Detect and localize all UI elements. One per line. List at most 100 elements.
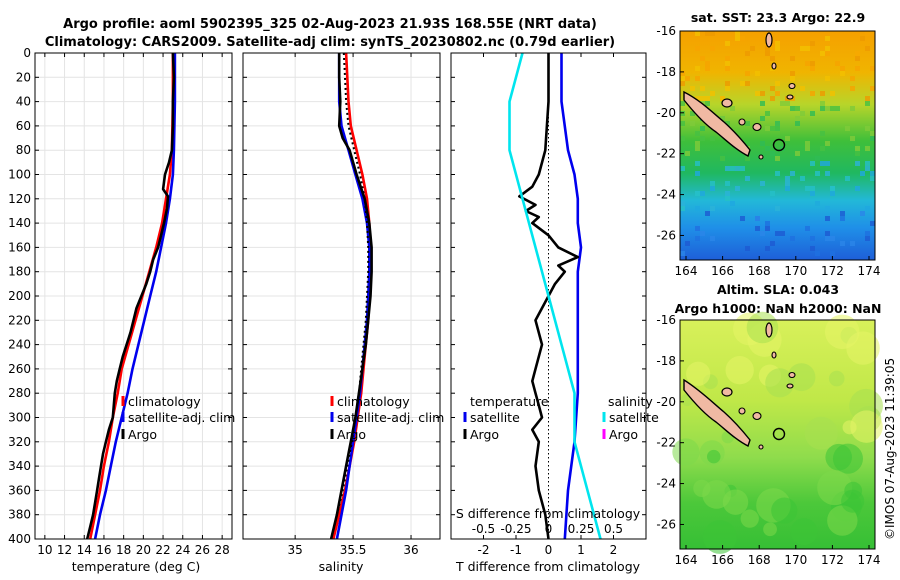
sst-pixel	[700, 126, 705, 131]
sst-pixel	[765, 111, 770, 116]
sst-pixel	[770, 41, 775, 46]
latitude-tick-label: -24	[656, 188, 676, 202]
sla-blob	[771, 497, 798, 524]
sst-pixel	[870, 86, 875, 91]
sst-pixel	[680, 136, 685, 141]
sst-pixel	[695, 141, 700, 146]
sst-pixel	[855, 151, 860, 156]
sla-blob	[765, 368, 795, 398]
sla-blob	[828, 370, 845, 387]
sst-pixel	[865, 146, 870, 151]
sst-pixel	[865, 161, 870, 166]
x-tick-label: 0	[545, 543, 553, 557]
longitude-tick-label: 164	[675, 264, 698, 278]
sst-pixel	[710, 91, 715, 96]
s-tick-label: 0	[545, 522, 553, 536]
island-outline	[721, 98, 733, 108]
latitude-tick-label: -26	[656, 228, 676, 242]
longitude-tick-label: 166	[711, 553, 734, 567]
sst-pixel	[865, 96, 870, 101]
sst-pixel	[710, 31, 715, 36]
sst-pixel	[770, 151, 775, 156]
longitude-tick-label: 174	[858, 264, 881, 278]
sst-pixel	[840, 66, 845, 71]
sst-pixel	[775, 121, 780, 126]
sst-pixel	[790, 56, 795, 61]
sst-pixel	[695, 131, 700, 136]
sst-pixel	[725, 86, 730, 91]
sst-pixel	[680, 206, 685, 211]
sst-pixel	[760, 91, 765, 96]
sst-pixel	[725, 56, 730, 61]
depth-tick-label: 260	[8, 362, 31, 376]
sst-pixel	[710, 236, 715, 241]
sst-pixel	[695, 46, 700, 51]
title-line-2: Climatology: CARS2009. Satellite-adj cli…	[45, 35, 615, 50]
latitude-tick-label: -20	[656, 395, 676, 409]
sst-pixel	[790, 236, 795, 241]
sla-map-frame	[679, 319, 876, 550]
sst-pixel	[870, 221, 875, 226]
plot-frame	[34, 52, 233, 540]
sst-pixel	[770, 241, 775, 246]
sst-pixel	[775, 171, 780, 176]
sst-pixel	[805, 186, 810, 191]
longitude-tick-label: 170	[784, 264, 807, 278]
sst-pixel	[720, 156, 725, 161]
sst-pixel	[825, 236, 830, 241]
sst-pixel	[775, 46, 780, 51]
sst-pixel	[705, 211, 710, 216]
depth-tick-label: 180	[8, 265, 31, 279]
sst-pixel	[820, 106, 825, 111]
sla-blob	[722, 489, 749, 515]
sst-pixel	[790, 171, 795, 176]
sst-pixel	[865, 206, 870, 211]
sst-pixel	[690, 111, 695, 116]
depth-tick-label: 100	[8, 168, 31, 182]
sla-blob	[686, 361, 711, 386]
x-tick-label: 16	[96, 543, 111, 557]
profile-location-marker	[772, 138, 786, 152]
sst-pixel	[825, 76, 830, 81]
sst-pixel	[710, 186, 715, 191]
sst-pixel	[745, 176, 750, 181]
sst-pixel	[695, 226, 700, 231]
sst-pixel	[730, 166, 735, 171]
legend-t-argo-label: Argo	[470, 427, 499, 442]
sst-pixel	[705, 61, 710, 66]
sst-pixel	[745, 81, 750, 86]
sst-pixel	[865, 126, 870, 131]
x-tick-label: 24	[175, 543, 190, 557]
sst-pixel	[745, 71, 750, 76]
sst-pixel	[825, 206, 830, 211]
depth-tick-label: 320	[8, 435, 31, 449]
latitude-tick-label: -16	[656, 24, 676, 38]
sst-pixel	[855, 56, 860, 61]
legend-argo-label: Argo	[128, 427, 157, 442]
x-tick-label: 18	[116, 543, 131, 557]
legend-salinity-title: salinity	[608, 394, 653, 409]
sst-pixel	[710, 136, 715, 141]
sst-pixel	[810, 41, 815, 46]
series-line-satellite-adj-clim	[335, 53, 371, 540]
sst-map-frame	[679, 30, 876, 261]
sst-pixel	[840, 216, 845, 221]
sst-pixel	[710, 46, 715, 51]
sst-pixel	[810, 161, 815, 166]
series-line-satellite-adj-clim	[93, 53, 177, 540]
depth-tick-label: 40	[16, 95, 31, 109]
sst-pixel	[825, 36, 830, 41]
temperature-legend: climatology satellite-adj. clim Argo	[121, 394, 235, 442]
sla-blob	[846, 331, 880, 365]
sst-pixel	[840, 241, 845, 246]
sst-pixel	[710, 181, 715, 186]
sst-pixel	[855, 146, 860, 151]
sst-pixel	[820, 161, 825, 166]
sst-pixel	[685, 151, 690, 156]
longitude-tick-label: 168	[748, 553, 771, 567]
sst-pixel	[790, 71, 795, 76]
sst-pixel	[745, 51, 750, 56]
sst-pixel	[865, 46, 870, 51]
sst-pixel	[775, 91, 780, 96]
sla-blob	[790, 518, 818, 546]
